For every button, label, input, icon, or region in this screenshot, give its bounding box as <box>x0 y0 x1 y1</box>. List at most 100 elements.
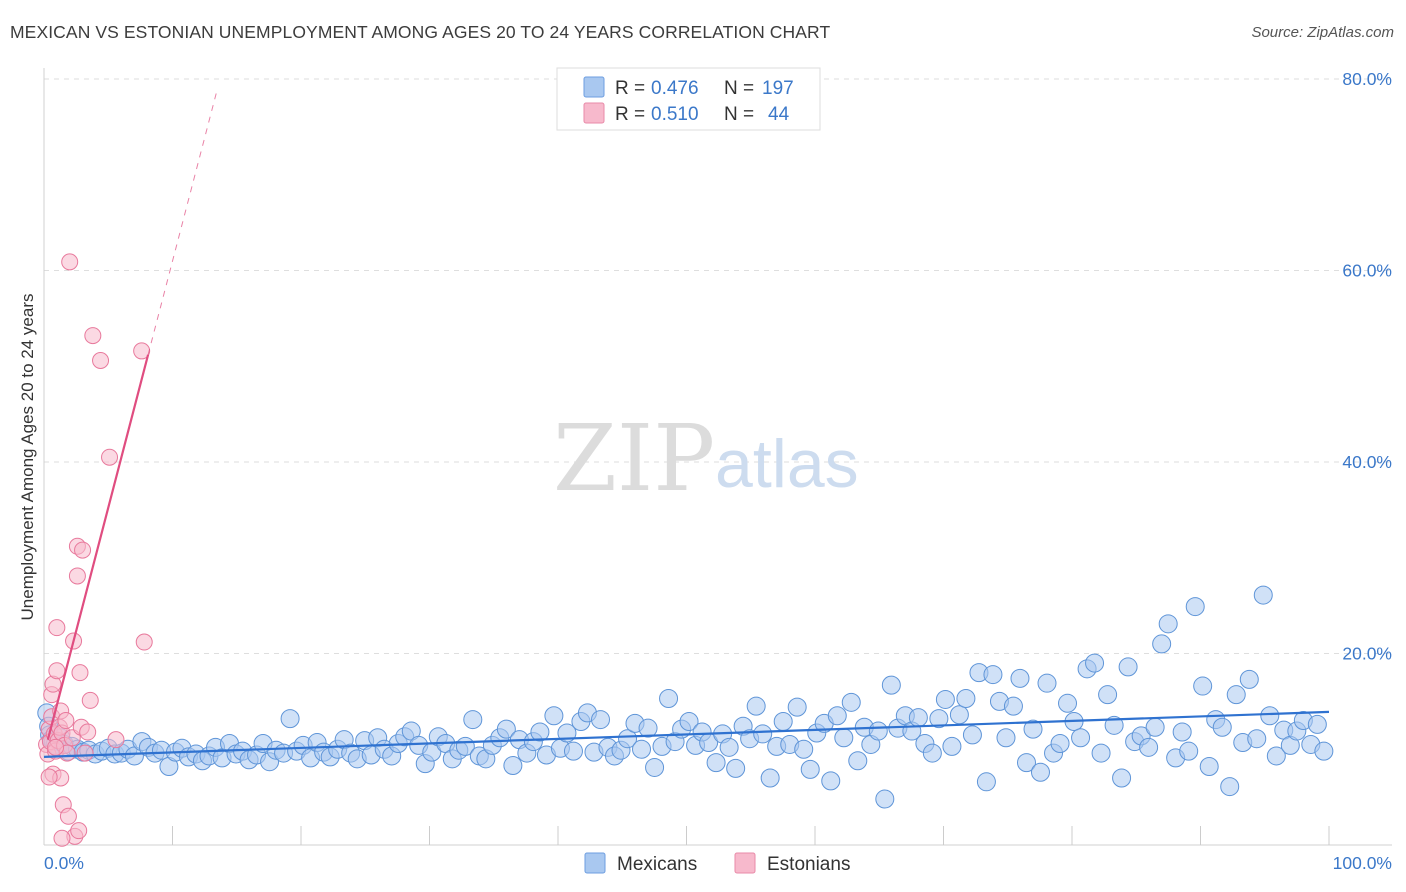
estonians-point <box>135 633 153 651</box>
estonians-point <box>40 768 58 786</box>
mexicans-point <box>1220 777 1240 797</box>
mexicans-point <box>1247 729 1267 749</box>
mexicans-point <box>1266 746 1286 766</box>
mexicans-point <box>942 736 962 756</box>
mexicans-point <box>949 705 969 725</box>
mexicans-point <box>1003 696 1023 716</box>
mexicans-point <box>1193 676 1213 696</box>
y-tick-label: 40.0% <box>1342 452 1392 472</box>
mexicans-point <box>1307 714 1327 734</box>
mexicans-point <box>1199 756 1219 776</box>
mexicans-point <box>800 759 820 779</box>
mexicans-point <box>530 722 550 742</box>
mexicans-point <box>638 718 658 738</box>
mexicans-point <box>956 689 976 709</box>
mexicans-point <box>503 756 523 776</box>
mexicans-point <box>1017 753 1036 773</box>
data-points <box>37 253 1334 847</box>
estonians-trend-extension <box>147 88 218 355</box>
mexicans-point <box>1010 668 1030 688</box>
estonians-point <box>70 822 88 840</box>
mexicans-point <box>935 689 955 709</box>
estonians-point <box>59 807 77 825</box>
mexicans-point <box>821 771 841 791</box>
mexicans-point <box>679 711 699 731</box>
legend-swatch-estonians <box>583 102 605 124</box>
mexicans-point <box>976 772 996 792</box>
mexicans-point <box>1085 653 1105 673</box>
mexicans-point <box>280 709 300 729</box>
mexicans-point <box>1314 741 1334 761</box>
y-tick-label: 20.0% <box>1342 644 1392 664</box>
mexicans-point <box>1172 722 1192 742</box>
mexicans-point <box>929 709 949 729</box>
mexicans-point <box>787 697 807 717</box>
mexicans-point <box>496 719 516 739</box>
x-ticks <box>172 826 1330 845</box>
mexicans-point <box>463 710 483 730</box>
mexicans-point <box>563 741 583 761</box>
y-tick-label: 60.0% <box>1342 261 1392 281</box>
mexicans-point <box>908 708 928 728</box>
bottom-legend-mexicans: Mexicans <box>617 854 697 875</box>
mexicans-point <box>760 768 780 788</box>
bottom-legend-swatch-mexicans <box>584 852 606 874</box>
legend-swatch-mexicans <box>583 76 605 98</box>
legend-n-value-2: 44 <box>768 104 790 125</box>
estonians-point <box>61 253 79 271</box>
estonians-point <box>57 712 75 730</box>
estonians-trend-line <box>46 354 150 740</box>
mexicans-point <box>1145 717 1165 737</box>
source-label: Source: ZipAtlas.com <box>1251 24 1394 41</box>
mexicans-point <box>773 711 793 731</box>
mexicans-point <box>848 751 868 771</box>
mexicans-point <box>962 725 982 745</box>
mexicans-point <box>1030 762 1050 782</box>
bottom-legend-estonians: Estonians <box>767 854 850 875</box>
estonians-point <box>71 664 89 682</box>
mexicans-point <box>1104 715 1124 735</box>
mexicans-point <box>632 739 652 759</box>
mexicans-point <box>996 728 1016 748</box>
estonians-point <box>48 662 66 680</box>
watermark: ZIP atlas <box>553 405 859 512</box>
bottom-legend-swatch-estonians <box>734 852 756 874</box>
estonians-point <box>79 723 97 741</box>
estonians-point <box>53 829 71 847</box>
estonians-point <box>133 342 151 360</box>
legend-n-label-2: N = <box>724 104 754 125</box>
x-tick-label-min: 0.0% <box>44 853 84 873</box>
mexicans-point <box>1179 741 1199 761</box>
mexicans-point <box>1226 685 1246 705</box>
mexicans-point <box>1037 673 1057 693</box>
x-tick-labels: 0.0% 100.0% <box>44 853 1392 873</box>
estonians-point <box>101 448 119 466</box>
mexicans-trend-line <box>43 710 1330 759</box>
mexicans-point <box>746 696 766 716</box>
mexicans-point <box>1112 768 1132 788</box>
mexicans-point <box>1212 717 1232 737</box>
legend-r-label-2: R = <box>615 104 645 125</box>
bottom-legend: Mexicans Estonians <box>584 852 850 875</box>
mexicans-point <box>618 729 638 749</box>
mexicans-point <box>591 710 611 730</box>
estonians-point <box>48 619 66 637</box>
mexicans-point <box>875 789 895 809</box>
legend-r-label-1: R = <box>615 78 645 99</box>
estonians-point <box>84 327 102 345</box>
mexicans-point <box>881 675 901 695</box>
mexicans-point <box>834 728 854 748</box>
chart-title: MEXICAN VS ESTONIAN UNEMPLOYMENT AMONG A… <box>10 22 831 42</box>
mexicans-point <box>922 743 942 763</box>
mexicans-point <box>827 706 847 726</box>
mexicans-point <box>1260 706 1280 726</box>
mexicans-point <box>706 753 726 773</box>
estonians-point <box>107 731 125 749</box>
mexicans-point <box>1253 585 1273 605</box>
y-tick-labels: 20.0% 40.0% 60.0% 80.0% <box>1342 69 1392 664</box>
legend: R = 0.476 N = 197 R = 0.510 N = 44 <box>556 67 821 131</box>
mexicans-point <box>1152 634 1172 654</box>
mexicans-point <box>868 721 888 741</box>
mexicans-point <box>659 689 679 709</box>
